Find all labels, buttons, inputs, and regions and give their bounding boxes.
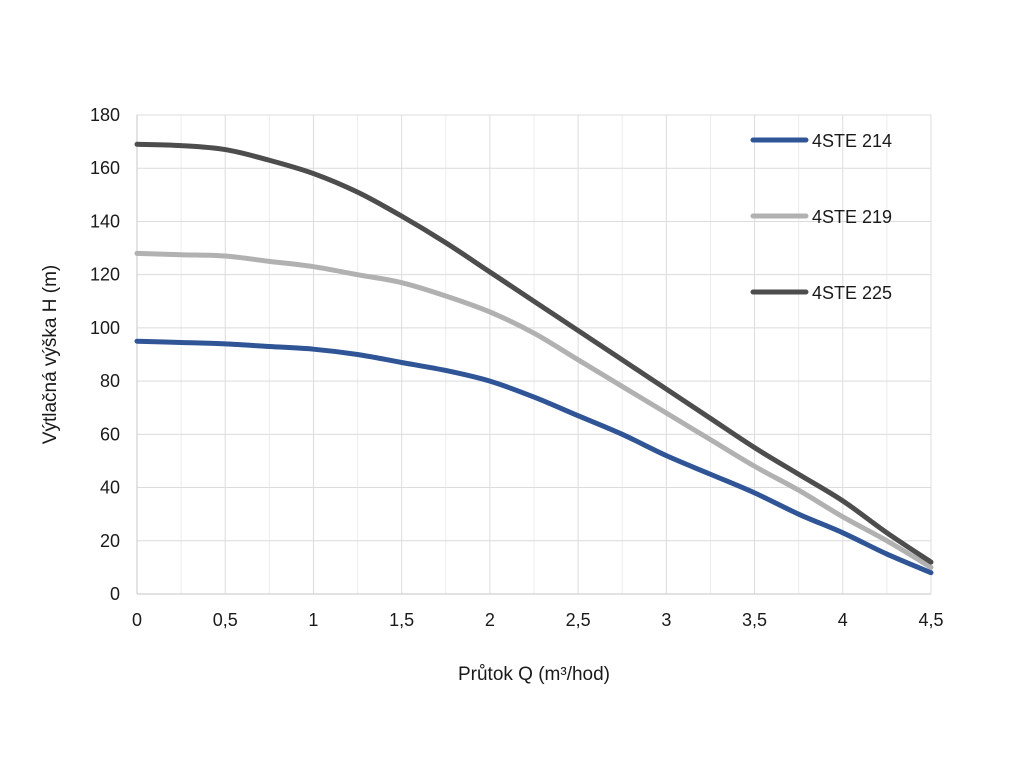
- y-tick-label: 100: [90, 318, 120, 338]
- y-tick-label: 0: [110, 584, 120, 604]
- x-tick-label: 4,5: [918, 610, 943, 630]
- x-tick-label: 3,5: [742, 610, 767, 630]
- x-tick-label: 0,5: [213, 610, 238, 630]
- x-tick-label: 4: [838, 610, 848, 630]
- x-tick-label: 1: [308, 610, 318, 630]
- x-tick-label: 2,5: [566, 610, 591, 630]
- gridlines: [137, 114, 932, 594]
- series-line-1: [134, 338, 934, 576]
- series-lines: [134, 141, 934, 576]
- x-tick-label: 0: [132, 610, 142, 630]
- y-tick-label: 40: [100, 478, 120, 498]
- minor-gridlines: [180, 115, 888, 594]
- legend: 4STE 214 4STE 219 4STE 225: [750, 131, 892, 303]
- y-tick-label: 140: [90, 211, 120, 231]
- y-tick-label: 120: [90, 265, 120, 285]
- x-axis-ticks: 0 0,5 1 1,5 2 2,5 3 3,5 4 4,5: [132, 610, 944, 630]
- y-tick-label: 160: [90, 158, 120, 178]
- y-tick-label: 80: [100, 371, 120, 391]
- y-tick-label: 60: [100, 424, 120, 444]
- series-line-2: [134, 250, 934, 570]
- series-line-3: [134, 141, 934, 565]
- y-tick-label: 180: [90, 105, 120, 125]
- y-tick-label: 20: [100, 531, 120, 551]
- x-tick-label: 2: [485, 610, 495, 630]
- legend-label-3: 4STE 225: [812, 283, 892, 303]
- x-tick-label: 1,5: [389, 610, 414, 630]
- legend-label-2: 4STE 219: [812, 207, 892, 227]
- x-axis-title: Průtok Q (m³/hod): [458, 664, 610, 685]
- axes: [136, 115, 931, 595]
- y-axis-title: Výtlačná výška H (m): [40, 265, 61, 444]
- x-tick-label: 3: [661, 610, 671, 630]
- legend-label-1: 4STE 214: [812, 131, 892, 151]
- y-axis-ticks: 0 20 40 60 80 100 120 140 160 180: [90, 105, 120, 604]
